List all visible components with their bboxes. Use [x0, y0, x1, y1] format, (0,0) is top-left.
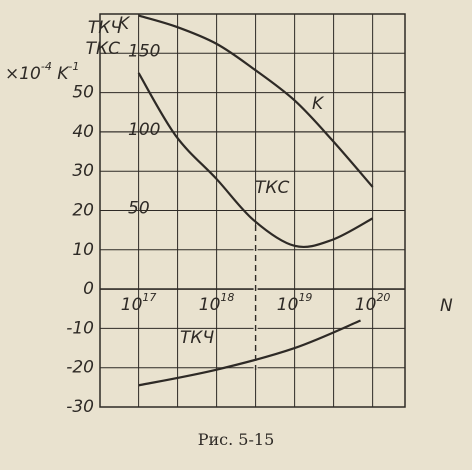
y-tick-label: 50 [72, 83, 94, 103]
y-axis-label: ×10-4 K-1 [5, 60, 79, 84]
x-tick-label: 1017 [121, 291, 157, 315]
x-axis-label: N [440, 296, 453, 316]
y-tick-label: -10 [66, 318, 94, 338]
x-tick-label: 1020 [355, 291, 391, 315]
y-tick-label: -30 [66, 397, 94, 417]
line-series [138, 319, 361, 387]
y-tick-label: 30 [72, 161, 94, 181]
x-tick-label: 1018 [199, 291, 235, 315]
series-label: ТКС [255, 178, 289, 198]
y-tick-label: -20 [66, 358, 94, 378]
x-tick-label: 1019 [277, 291, 313, 315]
y2-tick-label: 150 [128, 41, 160, 61]
series-label: K [312, 94, 325, 114]
y-axis-label: ТКЧ [88, 18, 122, 38]
y-tick-label: 40 [72, 122, 94, 142]
y2-tick-label: 100 [128, 120, 160, 140]
caption: Рис. 5-15 [198, 430, 275, 449]
line-series [138, 14, 374, 188]
y-tick-label: 20 [72, 201, 94, 221]
line-series [137, 72, 374, 249]
y-tick-label: 10 [72, 240, 94, 260]
y-tick-label: 0 [83, 279, 94, 299]
y-axis-label: ТКС [86, 39, 120, 59]
y2-axis-label: K [118, 14, 131, 34]
series-label: ТКЧ [180, 328, 214, 348]
